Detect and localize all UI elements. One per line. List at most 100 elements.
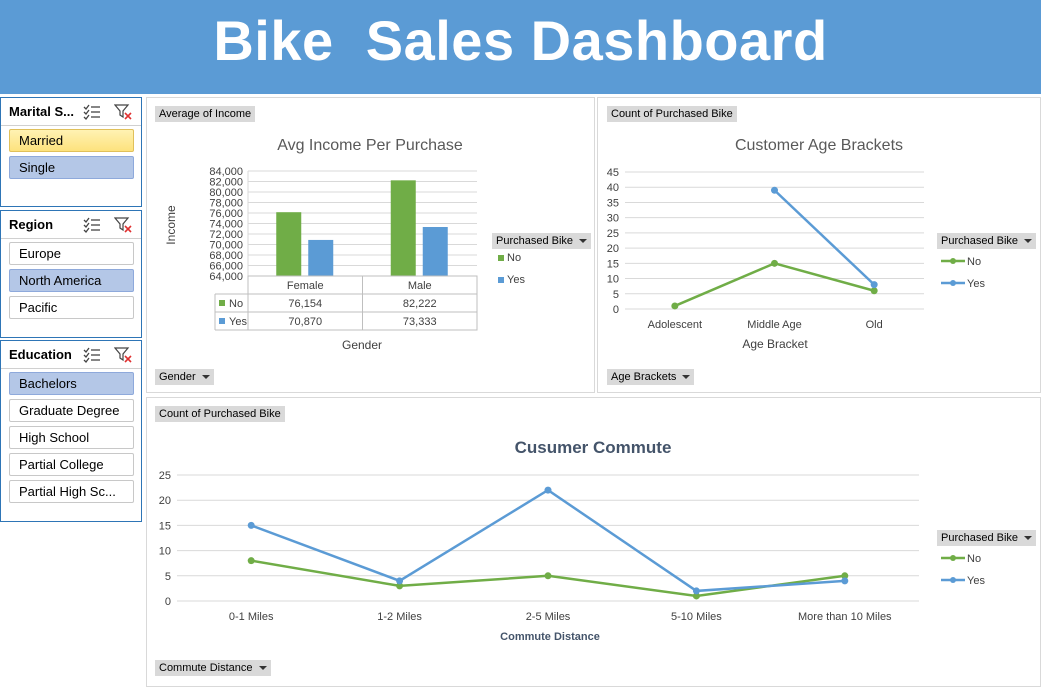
clear-filter-icon[interactable] (113, 217, 132, 233)
y-tick-label: 40 (607, 182, 619, 194)
y-tick-label: 25 (607, 228, 619, 240)
x-tick-label: Middle Age (747, 319, 801, 331)
y-tick-label: 66,000 (209, 261, 243, 273)
legend-label: No (507, 252, 521, 264)
bar-yes-female (308, 239, 334, 276)
slicer-item[interactable]: Pacific (9, 296, 134, 319)
legend-label: Yes (507, 274, 525, 286)
data-point-yes (771, 186, 778, 194)
legend-key (950, 258, 956, 264)
age-value-field-button[interactable]: Count of Purchased Bike (607, 106, 737, 122)
y-tick-label: 64,000 (209, 271, 243, 283)
slicer-header: Region (1, 211, 141, 239)
x-tick-label: More than 10 Miles (798, 611, 892, 623)
y-tick-label: 0 (613, 304, 619, 316)
chart-title: Avg Income Per Purchase (277, 137, 463, 154)
data-label: 76,154 (288, 298, 322, 310)
data-point-no (544, 572, 552, 580)
slicer-item[interactable]: Married (9, 129, 134, 152)
page-title: Bike Sales Dashboard (213, 9, 828, 72)
chevron-down-icon (1024, 239, 1033, 244)
data-point-yes (692, 587, 700, 595)
y-tick-label: 10 (159, 546, 171, 558)
legend-label: No (967, 256, 981, 268)
clear-filter-icon[interactable] (113, 347, 132, 363)
slicer-region: Region Europe North America Pacific (0, 210, 142, 338)
y-tick-label: 45 (607, 167, 619, 179)
y-tick-label: 76,000 (209, 208, 243, 220)
x-tick-label: 2-5 Miles (526, 611, 571, 623)
commute-legend-field-button[interactable]: Purchased Bike (937, 530, 1037, 546)
clear-filter-icon[interactable] (113, 104, 132, 120)
slicer-header: Education (1, 341, 141, 369)
data-point-yes (396, 577, 404, 585)
series-line-yes (773, 189, 876, 286)
legend-label: Yes (967, 575, 985, 587)
data-point-yes (544, 486, 552, 494)
commute-chart-panel: Count of Purchased Bike Purchased Bike C… (146, 397, 1041, 687)
age-legend-field-button[interactable]: Purchased Bike (937, 233, 1037, 249)
gender-axis-field-button[interactable]: Gender (155, 369, 214, 385)
slicer-item[interactable]: High School (9, 426, 134, 449)
slicer-item[interactable]: Europe (9, 242, 134, 265)
bar-no-male (390, 180, 416, 276)
legend-key (950, 280, 956, 286)
multi-select-icon[interactable] (83, 217, 101, 233)
slicer-item[interactable]: Single (9, 156, 134, 179)
chevron-down-icon (258, 666, 267, 671)
legend-key (498, 277, 504, 283)
slicer-item[interactable]: Bachelors (9, 372, 134, 395)
bar-yes-male (422, 227, 448, 276)
x-tick-label: 5-10 Miles (671, 611, 722, 623)
bar-no-female (276, 212, 302, 276)
legend-label: No (967, 553, 981, 565)
age-chart-panel: Count of Purchased Bike Purchased Bike A… (597, 97, 1041, 393)
chevron-down-icon (682, 375, 691, 380)
data-label: 70,870 (288, 316, 322, 328)
y-tick-label: 5 (165, 571, 171, 583)
slicer-title: Region (9, 217, 54, 232)
legend-key (219, 300, 225, 306)
slicer-title: Education (9, 347, 72, 362)
slicer-item[interactable]: Partial College (9, 453, 134, 476)
legend-key (950, 555, 956, 561)
x-tick-label: 0-1 Miles (229, 611, 274, 623)
y-tick-label: 30 (607, 213, 619, 225)
y-tick-label: 84,000 (209, 166, 243, 178)
y-tick-label: 82,000 (209, 177, 243, 189)
legend-key (950, 577, 956, 583)
slicer-title: Marital S... (9, 104, 75, 119)
data-point-no (692, 592, 700, 600)
slicer-marital-status: Marital S... Married Single (0, 97, 142, 207)
y-tick-label: 72,000 (209, 229, 243, 241)
income-legend-field-button[interactable]: Purchased Bike (492, 233, 592, 249)
y-tick-label: 15 (607, 258, 619, 270)
age-axis-field-button[interactable]: Age Brackets (607, 369, 695, 385)
x-tick-label: Adolescent (648, 319, 702, 331)
chevron-down-icon (201, 375, 210, 380)
x-axis-title: Gender (342, 338, 382, 352)
income-value-field-button[interactable]: Average of Income (155, 106, 256, 122)
chevron-down-icon (1024, 536, 1033, 541)
y-tick-label: 78,000 (209, 198, 243, 210)
chevron-down-icon (579, 239, 588, 244)
slicer-item[interactable]: North America (9, 269, 134, 292)
slicer-item[interactable]: Graduate Degree (9, 399, 134, 422)
x-tick-label: 1-2 Miles (377, 611, 422, 623)
data-table-series-label: Yes (229, 316, 247, 328)
y-tick-label: 35 (607, 197, 619, 209)
series-line-no (674, 262, 875, 308)
data-label: 82,222 (403, 298, 437, 310)
x-axis-title: Commute Distance (500, 631, 600, 643)
y-tick-label: 20 (607, 243, 619, 255)
y-tick-label: 20 (159, 495, 171, 507)
multi-select-icon[interactable] (83, 347, 101, 363)
commute-value-field-button[interactable]: Count of Purchased Bike (155, 406, 285, 422)
data-point-no (771, 259, 778, 267)
commute-axis-field-button[interactable]: Commute Distance (155, 660, 271, 676)
income-chart-panel: Average of Income Purchased Bike Gender … (146, 97, 595, 393)
slicer-item[interactable]: Partial High Sc... (9, 480, 134, 503)
y-tick-label: 10 (607, 274, 619, 286)
data-point-no (870, 287, 878, 295)
multi-select-icon[interactable] (83, 104, 101, 120)
